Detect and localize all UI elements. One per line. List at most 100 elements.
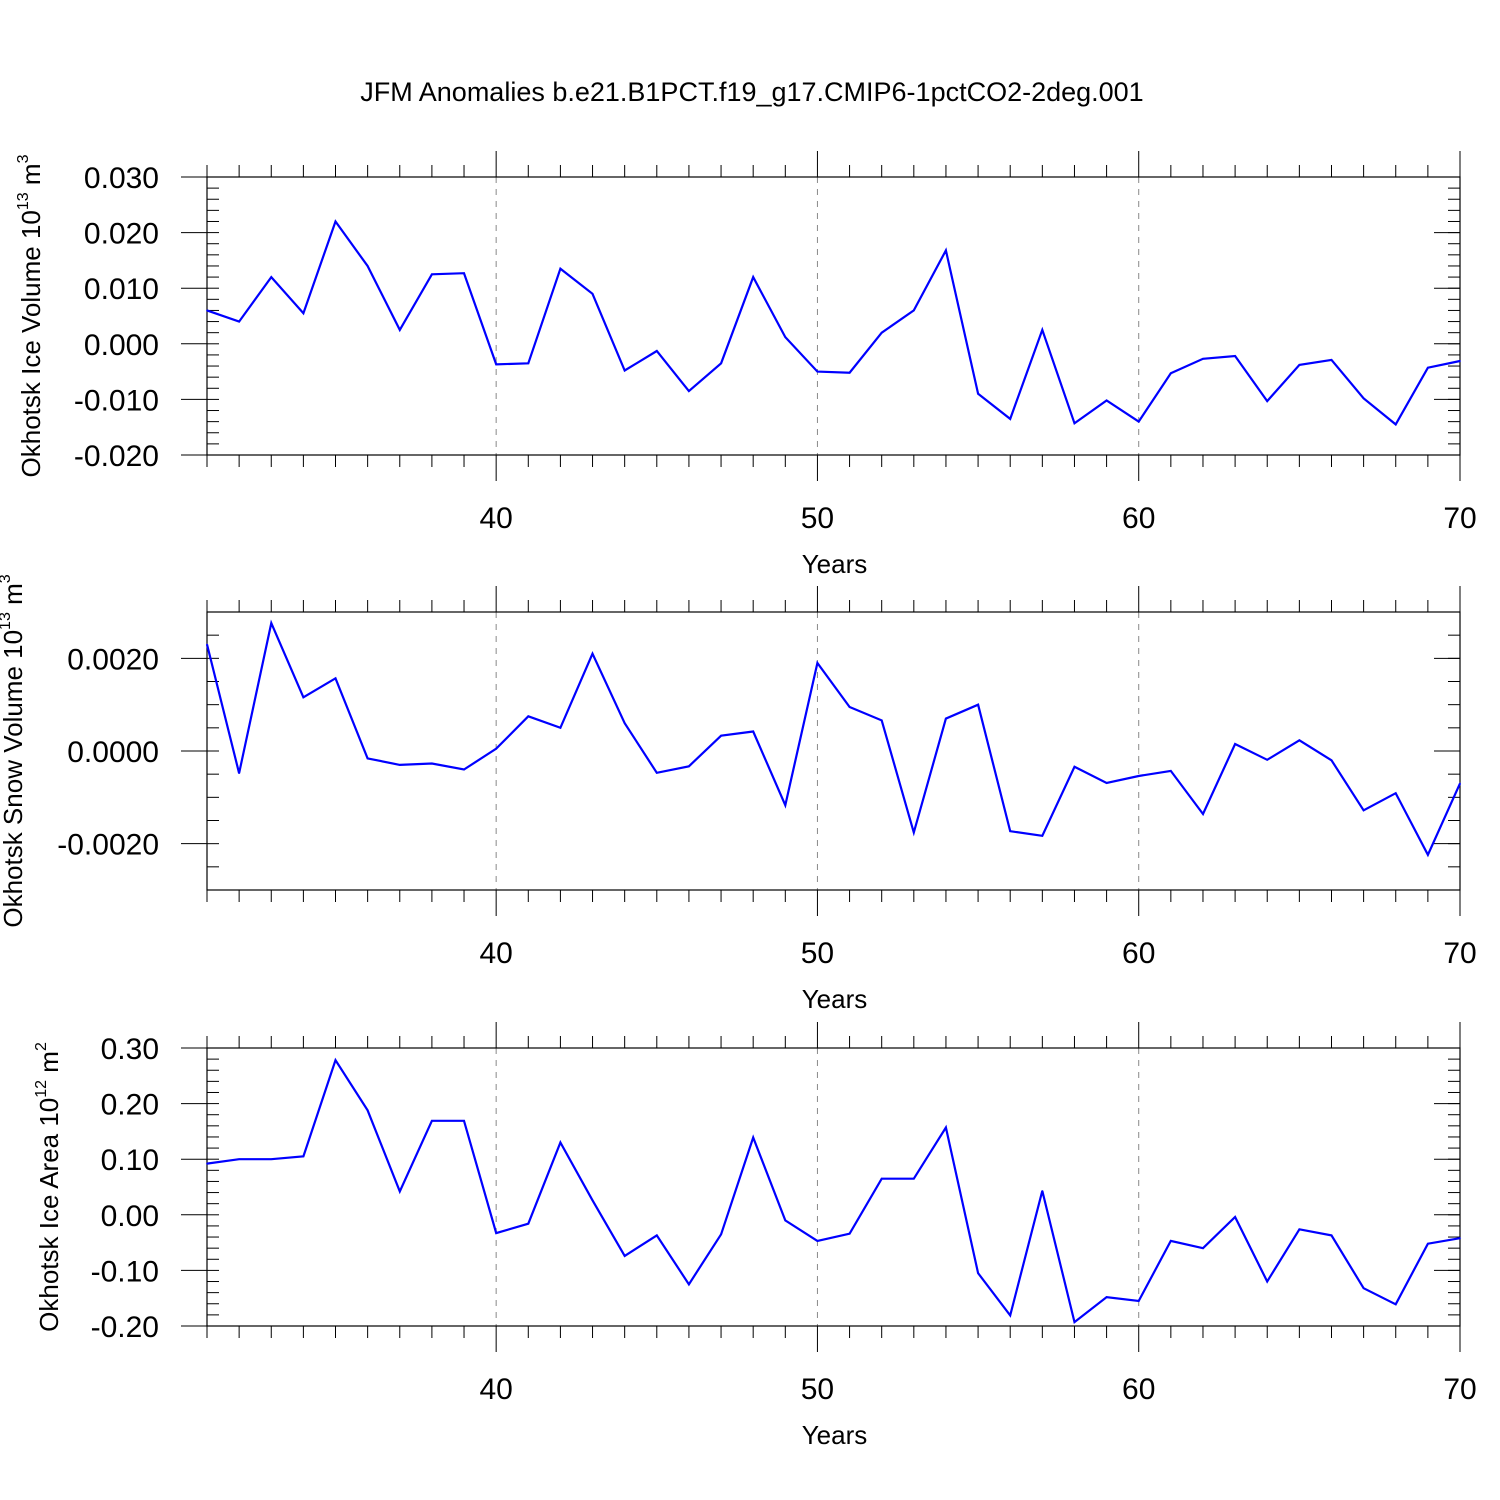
x-tick-label: 50: [801, 937, 834, 970]
data-point: [238, 1158, 240, 1160]
data-point: [366, 265, 369, 267]
data-point: [623, 722, 626, 724]
data-point: [398, 1190, 401, 1193]
y-tick-label: -0.10: [91, 1255, 159, 1288]
data-point: [1427, 853, 1429, 856]
data-point: [463, 768, 465, 771]
data-point: [1459, 1237, 1461, 1239]
data-point: [848, 1232, 851, 1235]
y-tick-label: 0.000: [84, 329, 159, 362]
data-point: [270, 1158, 273, 1160]
y-tick-label: 0.0020: [67, 643, 159, 676]
data-point: [206, 1162, 208, 1165]
data-point: [880, 719, 883, 722]
x-tick-label: 40: [479, 937, 512, 970]
data-point: [1009, 418, 1012, 420]
data-point: [1427, 1242, 1429, 1245]
data-point: [1459, 782, 1461, 785]
data-point: [688, 1283, 690, 1286]
x-tick-label: 40: [479, 1373, 512, 1406]
data-point: [1330, 359, 1333, 361]
data-point: [1427, 366, 1429, 369]
y-tick-label: 0.020: [84, 218, 159, 251]
data-point: [977, 703, 979, 706]
data-point: [1041, 329, 1044, 331]
panel-1: -0.020 -0.010 0.000 0.010 0.020 0.030 40 50 60 70…: [15, 151, 1477, 579]
data-point: [206, 309, 208, 312]
data-point: [495, 363, 497, 366]
data-point: [1105, 399, 1108, 402]
data-point: [1298, 739, 1301, 742]
data-point: [1394, 1303, 1397, 1306]
y-tick-label: -0.010: [74, 384, 159, 417]
data-point: [1234, 355, 1236, 357]
x-tick-label: 60: [1122, 937, 1155, 970]
data-point: [1170, 770, 1172, 772]
y-tick-label: 0.10: [101, 1144, 159, 1177]
data-point: [1266, 759, 1269, 761]
x-tick-label: 60: [1122, 1373, 1155, 1406]
data-point: [784, 336, 787, 338]
data-point: [238, 772, 240, 775]
data-point: [816, 662, 819, 664]
data-point: [1330, 759, 1333, 762]
data-point: [1137, 775, 1140, 777]
x-tick-label: 40: [479, 502, 512, 535]
data-point: [784, 1219, 787, 1222]
data-point: [463, 272, 465, 274]
data-point: [270, 622, 273, 624]
data-point: [1459, 360, 1461, 362]
data-point: [945, 717, 947, 720]
data-point: [913, 1177, 915, 1180]
data-point: [270, 276, 273, 278]
plot-frame: [206, 611, 1461, 891]
x-tick-label: 50: [801, 502, 834, 535]
series-line: [206, 1057, 1461, 1325]
data-point: [1009, 830, 1012, 832]
data-point: [816, 1240, 819, 1242]
y-tick-label: -0.20: [91, 1311, 159, 1344]
data-point: [334, 220, 337, 223]
data-point: [366, 757, 369, 760]
x-tick-label: 70: [1443, 502, 1476, 535]
data-point: [398, 329, 401, 331]
data-point: [463, 1120, 465, 1122]
data-point: [431, 1120, 433, 1122]
data-point: [720, 362, 722, 365]
data-point: [591, 1199, 594, 1202]
data-point: [1266, 400, 1269, 402]
data-point: [1202, 1247, 1204, 1249]
data-point: [1105, 782, 1108, 784]
data-point: [977, 393, 979, 395]
data-point: [1362, 1287, 1365, 1289]
data-point: [752, 1136, 754, 1139]
data-point: [1330, 1234, 1333, 1237]
data-point: [752, 276, 754, 278]
series-line: [205, 619, 1462, 858]
data-point: [816, 370, 819, 373]
data-point: [559, 1141, 562, 1144]
data-point: [688, 390, 690, 392]
data-point: [495, 1232, 497, 1234]
data-point: [366, 1109, 369, 1112]
data-point: [1298, 364, 1301, 366]
data-point: [1362, 809, 1365, 812]
data-point: [1041, 1190, 1044, 1192]
data-point: [1394, 423, 1397, 426]
data-point: [1202, 813, 1204, 815]
data-point: [1362, 397, 1365, 400]
series-line: [206, 219, 1461, 427]
data-point: [655, 771, 658, 774]
x-axis-title: Years: [802, 984, 868, 1014]
x-tick-label: 50: [801, 1373, 834, 1406]
data-point: [623, 369, 626, 372]
data-point: [945, 1126, 947, 1129]
data-point: [334, 677, 337, 680]
data-point: [880, 331, 883, 334]
data-point: [1394, 792, 1397, 794]
y-tick-label: 0.00: [101, 1200, 159, 1233]
data-point: [880, 1177, 883, 1180]
plot-frame: [206, 176, 1461, 456]
data-point: [1234, 1216, 1236, 1218]
y-axis-title: Okhotsk Ice Area 1012 m2: [33, 1042, 64, 1332]
